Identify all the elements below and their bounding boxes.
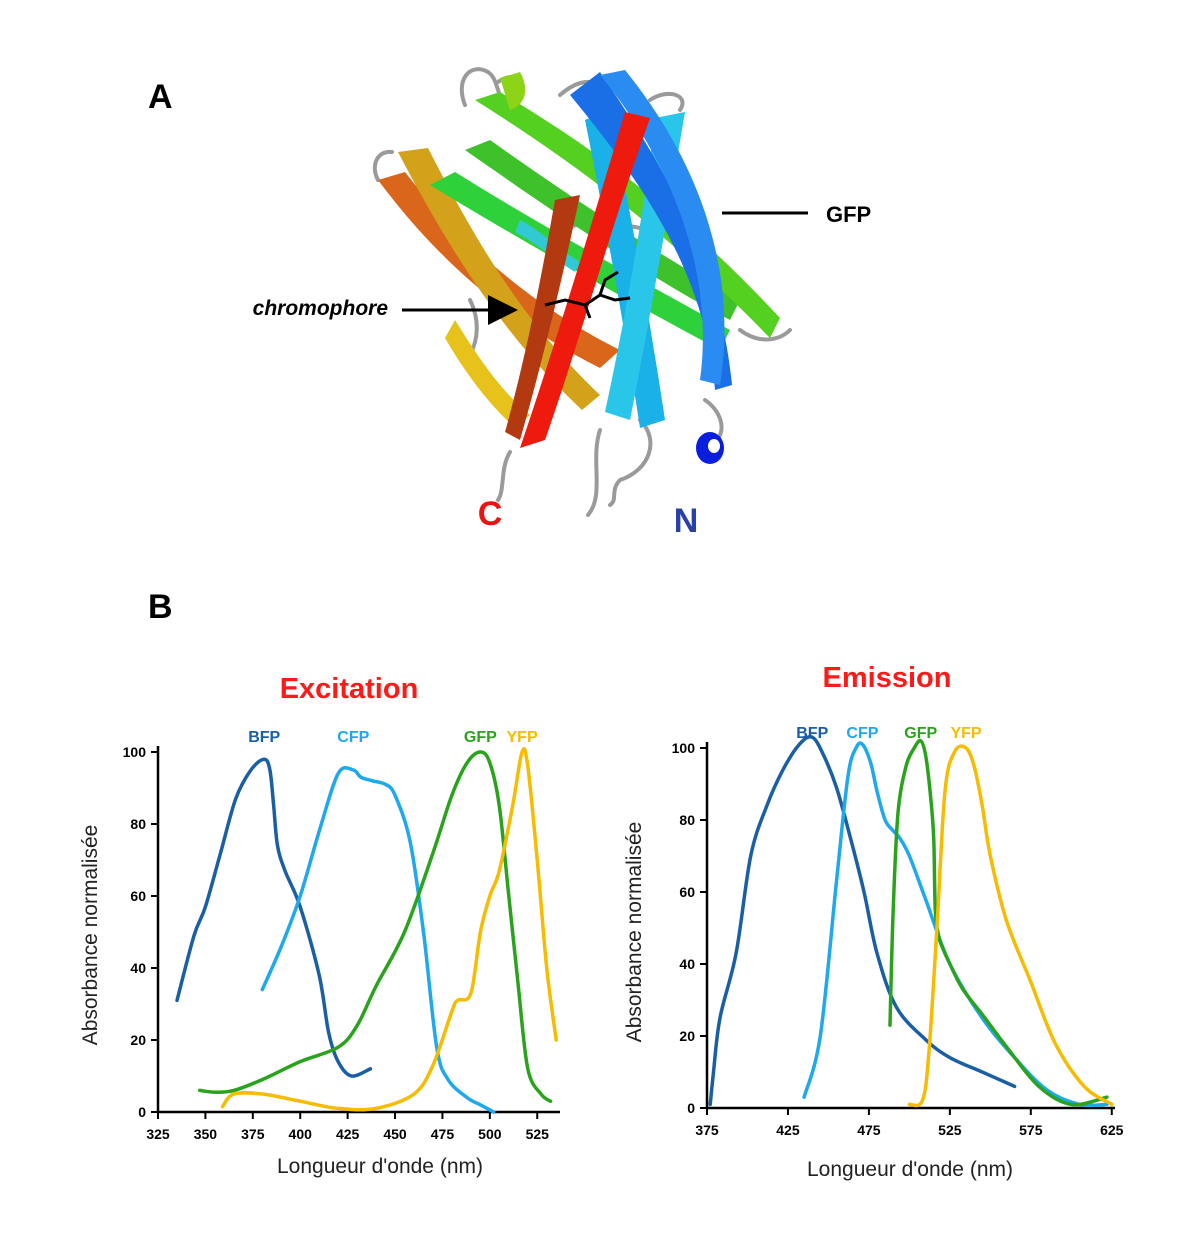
excitation-x-tick-label: 425 — [336, 1126, 360, 1142]
emission-y-tick-label: 100 — [672, 740, 696, 756]
emission-series-gfp — [888, 738, 1109, 1107]
excitation-series-cfp — [260, 766, 496, 1114]
ribbon-strands — [378, 70, 780, 464]
emission-series-label-bfp: BFP — [796, 725, 828, 742]
excitation-series-gfp — [197, 750, 553, 1103]
emission-x-axis-label: Longueur d'onde (nm) — [807, 1158, 1013, 1181]
emission-x-tick-label: 575 — [1019, 1122, 1043, 1138]
excitation-x-tick-label: 400 — [289, 1126, 313, 1142]
n-terminus-label: N — [674, 502, 699, 540]
emission-series-bfp — [708, 735, 1017, 1107]
emission-y-tick-label: 0 — [687, 1100, 695, 1116]
emission-series-label-yfp: YFP — [950, 725, 981, 742]
emission-x-tick-label: 625 — [1100, 1122, 1124, 1138]
panel-b-letter: B — [148, 588, 173, 626]
emission-x-tick-label: 425 — [776, 1122, 800, 1138]
excitation-x-tick-label: 325 — [146, 1126, 170, 1142]
c-terminus-label: C — [478, 495, 503, 533]
gfp-label: GFP — [826, 202, 871, 227]
excitation-series-bfp — [175, 757, 373, 1078]
excitation-x-tick-label: 475 — [431, 1126, 455, 1142]
panel-a-letter: A — [148, 78, 173, 116]
excitation-y-tick-label: 40 — [130, 960, 146, 976]
excitation-x-axis-label: Longueur d'onde (nm) — [277, 1155, 483, 1178]
emission-x-tick-label: 525 — [938, 1122, 962, 1138]
excitation-title: Excitation — [280, 673, 419, 705]
chromophore-sticks — [544, 270, 631, 319]
gfp-structure-illustration: GFP chromophore C N — [253, 67, 871, 540]
emission-y-axis-label: Absorbance normalisée — [623, 822, 646, 1043]
emission-series-cfp — [802, 741, 1109, 1108]
excitation-y-tick-label: 60 — [130, 888, 146, 904]
excitation-y-tick-label: 0 — [138, 1104, 146, 1120]
excitation-x-tick-label: 350 — [194, 1126, 218, 1142]
chromophore-label: chromophore — [253, 297, 389, 320]
excitation-series-yfp — [220, 747, 558, 1112]
excitation-x-tick-label: 500 — [478, 1126, 502, 1142]
excitation-x-tick-label: 525 — [526, 1126, 550, 1142]
emission-x-tick-label: 375 — [695, 1122, 719, 1138]
excitation-y-axis-label: Absorbance normalisée — [79, 825, 102, 1046]
excitation-series-label-cfp: CFP — [337, 729, 369, 746]
excitation-y-tick-label: 20 — [130, 1032, 146, 1048]
emission-series-yfp — [907, 744, 1114, 1108]
excitation-y-tick-label: 100 — [123, 744, 147, 760]
excitation-y-tick-label: 80 — [130, 816, 146, 832]
emission-title: Emission — [823, 662, 952, 694]
emission-y-tick-label: 40 — [679, 956, 695, 972]
emission-series-label-cfp: CFP — [846, 725, 878, 742]
excitation-x-tick-label: 450 — [383, 1126, 407, 1142]
emission-x-tick-label: 475 — [857, 1122, 881, 1138]
emission-y-tick-label: 20 — [679, 1028, 695, 1044]
emission-y-tick-label: 80 — [679, 812, 695, 828]
emission-y-tick-label: 60 — [679, 884, 695, 900]
excitation-series-label-bfp: BFP — [248, 729, 280, 746]
excitation-series-label-gfp: GFP — [464, 729, 497, 746]
emission-series-label-gfp: GFP — [904, 725, 937, 742]
excitation-series-label-yfp: YFP — [507, 729, 538, 746]
excitation-x-tick-label: 375 — [241, 1126, 265, 1142]
